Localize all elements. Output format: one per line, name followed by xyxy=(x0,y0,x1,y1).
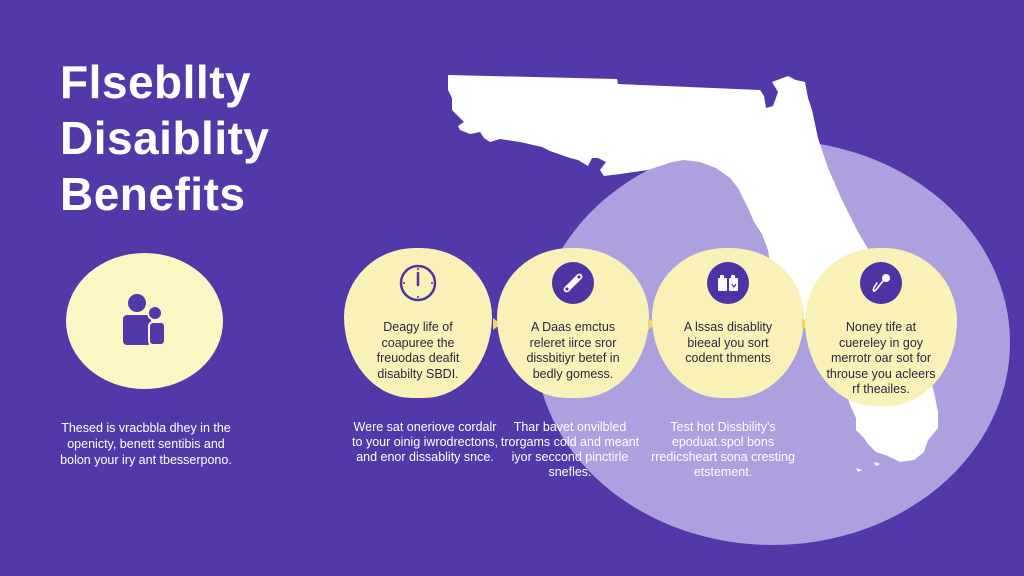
stethoscope-icon xyxy=(860,262,902,304)
clock-icon xyxy=(397,262,439,304)
step-2-caption: Thar bavet onvilbled trorgams cold and m… xyxy=(500,420,640,479)
title-line-1: Flsebllty xyxy=(60,56,252,108)
step-3-text: A lssas disablity bieeal you sort codent… xyxy=(683,320,773,365)
intro-description: Thesed is vracbbla dhey in the openicty,… xyxy=(60,421,232,467)
step-3-caption: Test hot Dissbility's epoduat.spol bons … xyxy=(651,420,795,479)
family-icon xyxy=(122,294,166,346)
step-1-caption: Were sat oneriove cordalr to your oinig … xyxy=(352,420,498,464)
step-card-2: A Daas emctus releret iirce sror dissbit… xyxy=(497,248,649,398)
step-1-text: Deagy life of coapuree the freuodas deaf… xyxy=(376,320,460,381)
step-4-text: Noney tife at cuereley in goy merrotr oa… xyxy=(826,320,936,396)
wrench-icon xyxy=(552,262,594,304)
title-line-2: Disaiblity xyxy=(60,112,270,164)
page-title: Flsebllty Disaiblity Benefits xyxy=(60,54,270,222)
title-line-3: Benefits xyxy=(60,168,246,220)
step-card-3: A lssas disablity bieeal you sort codent… xyxy=(652,248,804,398)
documents-icon xyxy=(707,262,749,304)
step-card-1: Deagy life of coapuree the freuodas deaf… xyxy=(344,248,492,398)
step-2-text: A Daas emctus releret iirce sror dissbit… xyxy=(526,320,620,381)
intro-circle xyxy=(66,253,223,389)
step-card-4: Noney tife at cuereley in goy merrotr oa… xyxy=(805,248,957,406)
